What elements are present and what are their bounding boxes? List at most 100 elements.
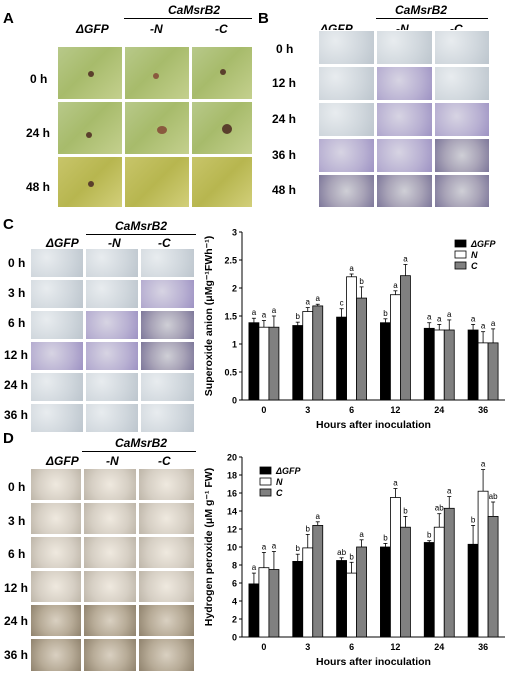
y-tick-label: 0 xyxy=(232,396,237,406)
x-tick-label: 6 xyxy=(349,405,354,415)
panel-b-row-48h: 48 h xyxy=(272,183,297,197)
bar xyxy=(380,322,391,401)
significance-letter: a xyxy=(262,542,267,551)
bar xyxy=(258,326,270,401)
significance-letter: a xyxy=(447,487,452,496)
bar xyxy=(312,525,324,638)
panel-b-row-24h: 24 h xyxy=(272,112,297,126)
panel-d-row-6h: 6 h xyxy=(8,547,26,561)
x-tick-label: 3 xyxy=(305,642,310,652)
panel-b-row-12h: 12 h xyxy=(272,76,297,90)
significance-letter: b xyxy=(427,531,432,540)
y-tick-label: 0.5 xyxy=(224,368,237,378)
y-tick-label: 3 xyxy=(232,228,237,238)
significance-letter: b xyxy=(306,524,311,533)
bar xyxy=(336,316,347,401)
bar xyxy=(487,342,499,401)
bar xyxy=(346,572,357,638)
x-tick-label: 24 xyxy=(434,642,444,652)
panel-c-col-n: -N xyxy=(108,236,121,250)
legend-label: C xyxy=(276,488,283,498)
panel-c-header-line xyxy=(86,234,196,235)
x-tick-label: 12 xyxy=(390,642,400,652)
panel-c-row-6h: 6 h xyxy=(8,316,26,330)
significance-letter: a xyxy=(272,542,277,551)
y-tick-label: 6 xyxy=(232,579,237,589)
significance-letter: a xyxy=(349,264,354,273)
panel-d-col-c: -C xyxy=(158,454,171,468)
panel-b-row-0h: 0 h xyxy=(276,42,294,56)
significance-letter: a xyxy=(491,319,496,328)
bar xyxy=(356,546,367,638)
panel-a-col-gfp: ΔGFP xyxy=(76,22,109,36)
panel-d-row-0h: 0 h xyxy=(8,480,26,494)
significance-letter: a xyxy=(481,322,486,331)
y-tick-label: 1 xyxy=(232,340,237,350)
significance-letter: a xyxy=(393,281,398,290)
legend-swatch xyxy=(259,488,272,497)
legend-swatch xyxy=(454,261,467,270)
panel-d-col-n: -N xyxy=(106,454,119,468)
bar xyxy=(380,546,391,638)
x-tick-label: 36 xyxy=(478,405,488,415)
panel-c-row-3h: 3 h xyxy=(8,286,26,300)
significance-letter: a xyxy=(306,298,311,307)
significance-letter: a xyxy=(437,314,442,323)
y-tick-label: 0 xyxy=(232,633,237,643)
significance-letter: ab xyxy=(489,492,498,501)
significance-letter: a xyxy=(359,530,364,539)
panel-c-row-0h: 0 h xyxy=(8,256,26,270)
bar xyxy=(390,294,401,401)
panel-d-row-3h: 3 h xyxy=(8,514,26,528)
y-tick-label: 2 xyxy=(232,284,237,294)
y-axis-label: Hydrogen peroxide (μM g⁻¹ FW) xyxy=(203,468,215,626)
bar xyxy=(467,543,479,638)
bar xyxy=(433,526,445,638)
legend-swatch xyxy=(259,466,272,475)
x-tick-label: 12 xyxy=(390,405,400,415)
significance-letter: a xyxy=(427,313,432,322)
significance-letter: a xyxy=(471,314,476,323)
panel-c-row-24h: 24 h xyxy=(4,378,29,392)
x-tick-label: 36 xyxy=(478,642,488,652)
significance-letter: b xyxy=(359,277,364,286)
panel-b-header-line xyxy=(376,18,488,19)
bar xyxy=(302,311,314,401)
significance-letter: b xyxy=(349,552,354,561)
significance-letter: a xyxy=(447,310,452,319)
significance-letter: c xyxy=(340,299,344,308)
x-axis-label: Hours after inoculation xyxy=(316,419,431,431)
y-tick-label: 1.5 xyxy=(224,312,237,322)
panel-b-label: B xyxy=(258,10,269,27)
panel-b-row-36h: 36 h xyxy=(272,148,297,162)
y-tick-label: 10 xyxy=(227,543,237,553)
significance-letter: a xyxy=(272,306,277,315)
significance-letter: a xyxy=(316,294,321,303)
significance-letter: b xyxy=(296,312,301,321)
panel-d-row-12h: 12 h xyxy=(4,581,29,595)
panel-d-header-line xyxy=(82,451,196,452)
y-tick-label: 8 xyxy=(232,561,237,571)
panel-c-gene-header: CaMsrB2 xyxy=(115,219,168,233)
bar xyxy=(268,326,280,401)
legend-label: ΔGFP xyxy=(470,239,497,249)
panel-a-col-n: -N xyxy=(150,22,163,36)
panel-a-gene-header: CaMsrB2 xyxy=(168,3,221,17)
legend-swatch xyxy=(454,239,467,248)
bar xyxy=(433,329,445,401)
panel-d-gene-header: CaMsrB2 xyxy=(115,436,168,450)
bar xyxy=(477,342,489,401)
y-tick-label: 2 xyxy=(232,615,237,625)
legend-label: C xyxy=(471,261,478,271)
bar xyxy=(312,305,324,401)
panel-c-label: C xyxy=(3,216,14,233)
bar xyxy=(423,327,435,401)
bar xyxy=(443,507,455,638)
panel-d-label: D xyxy=(3,430,14,447)
legend-label: N xyxy=(471,250,478,260)
legend-swatch xyxy=(259,477,272,486)
y-axis-label: Superoxide anion (μMg⁻¹FWh⁻¹) xyxy=(203,236,215,396)
panel-a-col-c: -C xyxy=(215,22,228,36)
